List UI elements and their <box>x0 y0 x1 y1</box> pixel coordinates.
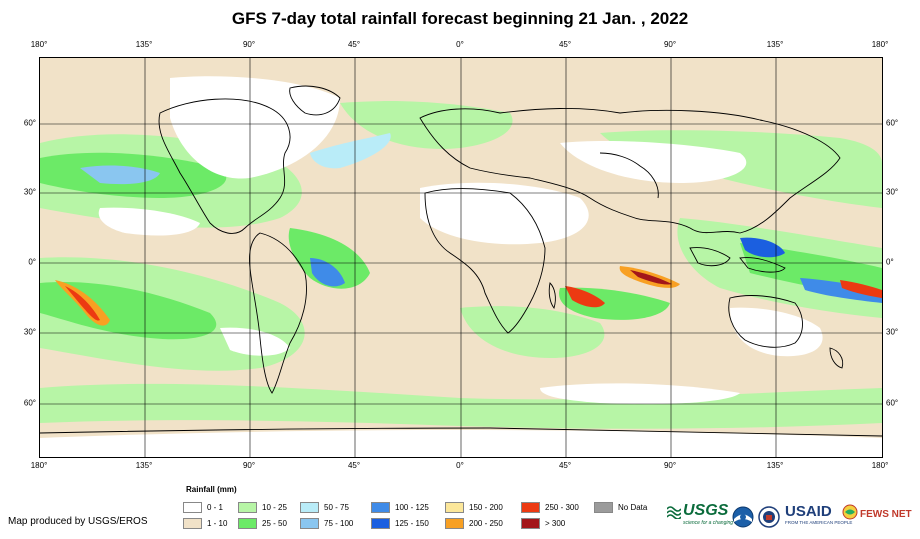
legend-label: > 300 <box>545 518 566 528</box>
legend-label: 150 - 200 <box>469 502 503 512</box>
lon-tick-bottom: 45° <box>558 461 572 470</box>
lat-tick-right: 60° <box>886 118 899 128</box>
map-title: GFS 7-day total rainfall forecast beginn… <box>231 9 689 28</box>
usaid-tagline: FROM THE AMERICAN PEOPLE <box>785 520 853 525</box>
legend-swatch <box>521 517 540 529</box>
usgs-wordmark: USGS <box>683 502 729 519</box>
legend-item: 250 - 300 <box>521 501 616 513</box>
legend-item: 50 - 75 <box>300 501 395 513</box>
rainfall-map <box>39 57 883 458</box>
legend-label: 0 - 1 <box>207 502 224 512</box>
legend-swatch <box>238 517 257 529</box>
lon-tick-top: 180° <box>871 40 889 49</box>
lon-tick-bottom: 135° <box>135 461 153 470</box>
lon-tick-top: 135° <box>766 40 784 49</box>
legend-item: 100 - 125 <box>371 501 466 513</box>
lon-tick-bottom: 0° <box>456 461 464 470</box>
legend-label: 50 - 75 <box>324 502 349 512</box>
rainfall-blue-bands <box>80 133 882 303</box>
legend-label: 75 - 100 <box>324 518 354 528</box>
legend-item: 75 - 100 <box>300 517 395 529</box>
legend-swatch <box>183 501 202 513</box>
legend-swatch <box>371 501 390 513</box>
lat-tick-right: 0° <box>886 257 894 267</box>
rainfall-heavy-cells <box>55 266 882 326</box>
legend-label: 10 - 25 <box>262 502 287 512</box>
legend-swatch <box>183 517 202 529</box>
graticule <box>40 58 882 457</box>
noaa-seal-icon <box>732 502 754 532</box>
lat-tick-right: 30° <box>886 327 899 337</box>
legend-item: 1 - 10 <box>183 517 278 529</box>
legend-label: 125 - 150 <box>395 518 429 528</box>
legend-label: 1 - 10 <box>207 518 228 528</box>
lat-tick-left: 60° <box>23 118 36 128</box>
legend-swatch <box>445 517 464 529</box>
usgs-logo: USGS science for a changing world <box>666 499 747 529</box>
legend-item: > 300 <box>521 517 616 529</box>
legend-item: 10 - 25 <box>238 501 333 513</box>
lon-tick-top: 90° <box>663 40 677 49</box>
lat-tick-right: 30° <box>886 187 899 197</box>
lon-tick-top: 45° <box>347 40 361 49</box>
legend-item: 0 - 1 <box>183 501 278 513</box>
lat-tick-left: 0° <box>28 257 36 267</box>
legend-swatch <box>300 501 319 513</box>
legend-label: No Data <box>618 502 648 512</box>
lon-tick-top: 135° <box>135 40 153 49</box>
legend-label: 200 - 250 <box>469 518 503 528</box>
lat-tick-left: 60° <box>23 398 36 408</box>
usaid-logo: USAID FROM THE AMERICAN PEOPLE <box>785 499 852 529</box>
legend-label: 100 - 125 <box>395 502 429 512</box>
legend-swatch <box>594 501 613 513</box>
legend-item: 200 - 250 <box>445 517 540 529</box>
lon-tick-bottom: 180° <box>30 461 48 470</box>
legend-swatch <box>521 501 540 513</box>
legend-label: 25 - 50 <box>262 518 287 528</box>
lat-tick-left: 30° <box>23 327 36 337</box>
lon-tick-top: 45° <box>558 40 572 49</box>
legend-swatch <box>300 517 319 529</box>
usgs-tagline: science for a changing world <box>683 520 747 526</box>
legend-item: 125 - 150 <box>371 517 466 529</box>
lon-tick-bottom: 45° <box>347 461 361 470</box>
lon-tick-bottom: 135° <box>766 461 784 470</box>
fews-net-logo: FEWS NET <box>842 499 912 529</box>
lon-tick-top: 180° <box>30 40 48 49</box>
map-credit: Map produced by USGS/EROS <box>8 516 148 527</box>
legend-item: 25 - 50 <box>238 517 333 529</box>
lon-tick-bottom: 180° <box>871 461 889 470</box>
legend-swatch <box>445 501 464 513</box>
fews-wordmark: FEWS NET <box>860 508 912 520</box>
lon-tick-top: 90° <box>242 40 256 49</box>
legend-item: 150 - 200 <box>445 501 540 513</box>
lon-tick-bottom: 90° <box>663 461 677 470</box>
usaid-seal-icon <box>758 502 780 532</box>
lat-tick-left: 30° <box>23 187 36 197</box>
legend-swatch <box>238 501 257 513</box>
usaid-wordmark: USAID <box>785 503 832 520</box>
lat-tick-right: 60° <box>886 398 899 408</box>
fews-globe-icon <box>842 504 858 525</box>
lon-tick-bottom: 90° <box>242 461 256 470</box>
usgs-wave-icon <box>666 505 682 524</box>
legend-title: Rainfall (mm) <box>186 485 237 494</box>
lon-tick-top: 0° <box>456 40 464 49</box>
legend-label: 250 - 300 <box>545 502 579 512</box>
legend-swatch <box>371 517 390 529</box>
legend-item: No Data <box>594 501 689 513</box>
